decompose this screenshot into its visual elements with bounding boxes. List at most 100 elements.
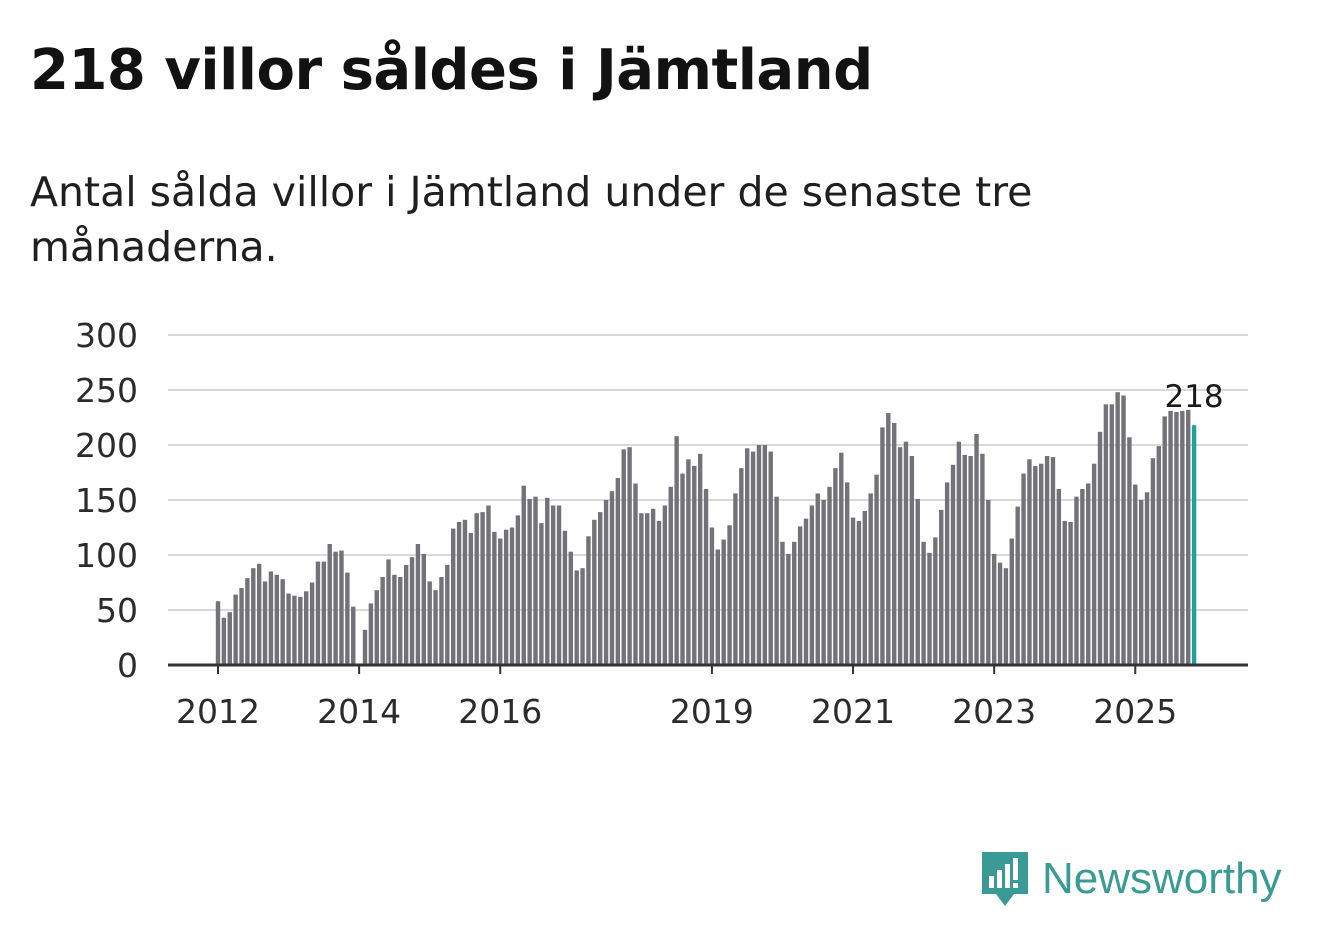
bar xyxy=(1156,446,1161,665)
bar xyxy=(509,527,515,665)
bar xyxy=(991,553,997,665)
bar xyxy=(380,577,385,665)
bar xyxy=(445,564,450,665)
bar xyxy=(292,595,297,665)
bar xyxy=(227,612,232,665)
bar xyxy=(1133,484,1138,665)
x-tick-label: 2021 xyxy=(811,692,895,731)
bar xyxy=(1027,459,1032,665)
bar xyxy=(262,581,268,665)
bar xyxy=(1080,489,1085,665)
bar xyxy=(674,436,679,665)
data-labels: 218 xyxy=(1164,379,1223,415)
bar xyxy=(351,606,356,665)
bar xyxy=(1074,496,1079,665)
bar xyxy=(1015,506,1020,665)
x-tick-label: 2014 xyxy=(317,692,401,731)
bar xyxy=(468,533,474,665)
bar xyxy=(768,451,773,665)
bar xyxy=(703,489,709,665)
bar xyxy=(580,568,585,665)
bar xyxy=(650,508,656,665)
bar xyxy=(715,549,720,665)
bar xyxy=(1097,431,1103,665)
bar xyxy=(1039,463,1044,665)
y-tick-label: 250 xyxy=(75,371,138,410)
brand: Newsworthy xyxy=(980,848,1282,910)
bar xyxy=(603,500,609,665)
bar xyxy=(839,452,844,665)
bar xyxy=(833,468,838,665)
bar xyxy=(1009,538,1014,665)
bar xyxy=(668,486,673,665)
bar xyxy=(874,474,879,665)
x-tick-label: 2016 xyxy=(458,692,542,731)
bar xyxy=(527,498,532,665)
bar xyxy=(592,519,597,665)
bar xyxy=(1021,473,1026,665)
bar xyxy=(639,513,644,665)
bar xyxy=(433,590,438,665)
bar xyxy=(1091,463,1097,665)
bar xyxy=(880,427,885,665)
bar xyxy=(409,557,415,665)
bar xyxy=(309,582,315,665)
bar xyxy=(997,562,1003,665)
y-tick-label: 300 xyxy=(75,316,138,355)
bar xyxy=(421,553,426,665)
bar xyxy=(986,500,991,665)
bar xyxy=(503,529,509,665)
bar xyxy=(498,538,503,665)
bar xyxy=(568,551,573,665)
bar xyxy=(456,522,462,665)
bar xyxy=(215,601,221,665)
bar xyxy=(821,500,826,665)
bar xyxy=(968,456,973,665)
x-axis: 2012 2014 2016 2019 2021 2023 2025 xyxy=(168,663,1248,731)
brand-name: Newsworthy xyxy=(1042,854,1282,903)
bar xyxy=(550,505,556,665)
bar xyxy=(886,413,891,665)
bar xyxy=(762,445,768,665)
bar xyxy=(645,513,650,665)
bar xyxy=(697,453,703,665)
bar xyxy=(962,454,967,665)
bar xyxy=(897,447,903,665)
bar xyxy=(915,498,920,665)
bar xyxy=(815,493,820,665)
bar xyxy=(627,447,632,665)
bar xyxy=(1174,412,1179,665)
bar xyxy=(327,544,332,665)
bar xyxy=(251,568,256,665)
bar xyxy=(233,594,238,665)
bar xyxy=(1033,465,1038,665)
bar xyxy=(403,564,409,665)
bar xyxy=(1121,395,1126,665)
bar xyxy=(386,559,391,665)
bar xyxy=(756,445,762,665)
bar xyxy=(368,603,374,665)
bar xyxy=(780,541,785,665)
bar xyxy=(1115,392,1120,665)
bar xyxy=(1109,404,1114,665)
bar xyxy=(862,511,867,665)
bars xyxy=(215,392,1197,665)
bar xyxy=(362,629,368,665)
bar xyxy=(944,482,950,665)
bar xyxy=(374,590,379,665)
bar xyxy=(1127,437,1132,665)
bar xyxy=(480,512,485,665)
bar xyxy=(574,570,579,665)
bar xyxy=(933,537,938,665)
bar xyxy=(1168,410,1173,665)
bar xyxy=(539,523,544,665)
bar xyxy=(274,574,279,665)
bar xyxy=(439,577,444,665)
bar xyxy=(921,541,926,665)
bar xyxy=(686,459,691,665)
bar xyxy=(745,448,750,665)
bar xyxy=(733,493,738,665)
bar xyxy=(792,541,797,665)
bar xyxy=(1103,404,1109,665)
bar xyxy=(1062,520,1067,665)
